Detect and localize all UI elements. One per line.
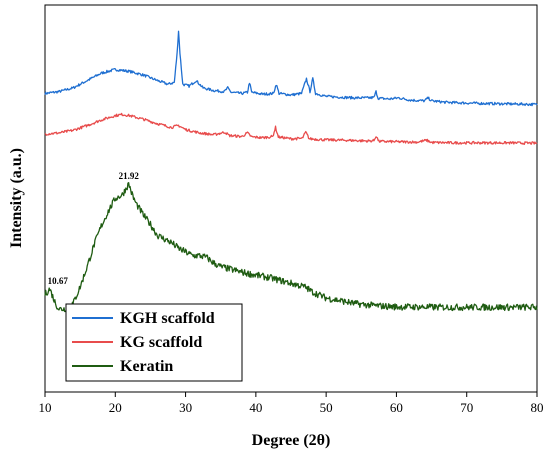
legend-label: Keratin [120,358,173,375]
x-axis-tick-labels: 10 20 30 40 50 60 70 80 [39,400,544,415]
x-tick-label: 40 [249,400,262,415]
series-line-1 [44,112,538,145]
x-axis-ticks [44,392,538,397]
x-tick-label: 50 [320,400,333,415]
legend: KGH scaffold KG scaffold Keratin [65,303,243,382]
series-line-0 [44,30,538,107]
x-tick-label: 10 [39,400,52,415]
y-axis-title: Intensity (a.u.) [8,148,25,248]
legend-label: KG scaffold [120,334,202,351]
peak-annotation: 21.92 [119,171,140,181]
x-tick-label: 20 [109,400,122,415]
x-tick-label: 60 [390,400,403,415]
x-axis-title: Degree (2θ) [252,432,331,449]
peak-annotation: 10.67 [48,276,69,286]
x-tick-label: 70 [460,400,473,415]
legend-items: KGH scaffold KG scaffold Keratin [72,310,215,375]
legend-label: KGH scaffold [120,310,215,327]
x-tick-label: 30 [179,400,192,415]
peak-annotations: 21.92 10.67 [48,171,140,286]
plot-frame [44,4,538,393]
x-tick-label: 80 [531,400,544,415]
series-line-2 [44,181,538,313]
series-layer [44,30,538,313]
